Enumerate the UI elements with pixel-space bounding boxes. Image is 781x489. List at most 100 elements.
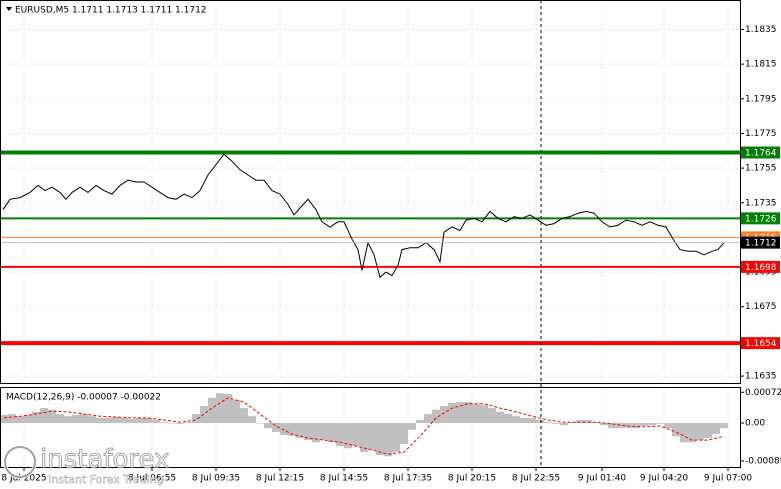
histogram-bar xyxy=(264,423,272,429)
histogram-bar xyxy=(424,414,432,424)
y-tick-label: 1.1815 xyxy=(745,60,777,70)
level-tag-label: 1.1764 xyxy=(745,149,777,159)
y-tick-label: 1.1795 xyxy=(745,94,777,104)
watermark: instaforex Instant Forex Trading xyxy=(3,444,170,486)
y-tick-label: 0.00072 xyxy=(745,388,781,398)
x-tick-label: 8 Jul 22:55 xyxy=(512,474,560,484)
histogram-bar xyxy=(456,402,464,424)
histogram-bar xyxy=(112,417,120,424)
histogram-bar xyxy=(240,408,248,424)
level-tag xyxy=(741,260,780,273)
histogram-bar xyxy=(152,420,160,424)
histogram-bar xyxy=(688,423,696,443)
histogram-bar xyxy=(600,423,608,426)
histogram-bar xyxy=(608,423,616,429)
histogram-bar xyxy=(344,423,352,449)
histogram-bar xyxy=(56,414,64,424)
x-tick-label: 9 Jul 04:20 xyxy=(640,474,689,484)
tagline: Instant Forex Trading xyxy=(48,473,164,486)
histogram-bar xyxy=(336,423,344,447)
histogram-bar xyxy=(512,416,520,424)
histogram-bar xyxy=(544,422,552,424)
signal-line xyxy=(3,397,725,455)
histogram-bar xyxy=(40,408,48,424)
histogram-bar xyxy=(408,423,416,430)
histogram-bar xyxy=(712,423,720,435)
histogram-bar xyxy=(272,423,280,432)
histogram-bar xyxy=(280,423,288,435)
x-tick-label: 8 Jul 09:35 xyxy=(192,474,240,484)
histogram-bar xyxy=(680,423,688,443)
histogram-bar xyxy=(168,423,176,424)
level-tag-label: 1.1726 xyxy=(745,214,777,224)
histogram-bar xyxy=(384,423,392,457)
histogram-bar xyxy=(536,420,544,424)
histogram-bar xyxy=(368,423,376,450)
histogram-bar xyxy=(176,423,184,424)
histogram-bar xyxy=(200,405,208,424)
y-tick-label: 1.1835 xyxy=(745,25,777,35)
x-tick-label: 8 Jul 14:55 xyxy=(320,474,368,484)
histogram-bar xyxy=(8,414,16,424)
histogram-bar xyxy=(416,420,424,424)
menu-triangle xyxy=(6,7,12,11)
macd-panel-frame xyxy=(0,387,741,468)
histogram-bar xyxy=(312,423,320,443)
histogram-bar xyxy=(464,402,472,424)
histogram-bar xyxy=(232,399,240,424)
histogram-bar xyxy=(352,423,360,447)
histogram-bar xyxy=(184,422,192,424)
histogram-bar xyxy=(704,423,712,438)
x-tick-label: 8 Jul 06:55 xyxy=(128,474,176,484)
histogram-bar xyxy=(560,423,568,426)
level-tag-label: 1.1698 xyxy=(745,263,777,273)
histogram-bar xyxy=(392,423,400,453)
last-price-label: 1.1712 xyxy=(745,239,777,249)
histogram-bar xyxy=(128,419,136,424)
histogram-bar xyxy=(472,403,480,424)
chart-title: EURUSD,M5 1.1711 1.1713 1.1711 1.1712 xyxy=(15,6,207,16)
level-tag xyxy=(741,212,780,225)
histogram-bar xyxy=(120,417,128,424)
y-tick-label: 1.1675 xyxy=(745,302,777,312)
histogram-bar xyxy=(360,423,368,453)
x-tick-label: 8 Jul 20:15 xyxy=(448,474,496,484)
histogram-bar xyxy=(104,417,112,424)
histogram-bar xyxy=(696,423,704,441)
histogram-bar xyxy=(0,414,8,424)
histogram-bar xyxy=(656,423,664,424)
last-price-tag xyxy=(741,236,780,249)
histogram-bar xyxy=(208,397,216,424)
histogram-bar xyxy=(256,423,264,424)
histogram-bar xyxy=(496,411,504,424)
histogram-bar xyxy=(488,408,496,424)
y-tick-label: 1.1635 xyxy=(745,372,777,382)
x-tick-label: 9 Jul 01:40 xyxy=(578,474,627,484)
level-tag xyxy=(741,337,780,350)
y-tick-label: -0.00089 xyxy=(745,457,781,467)
histogram-bar xyxy=(248,416,256,424)
histogram-bar xyxy=(440,405,448,424)
histogram-bar xyxy=(216,393,224,424)
histogram-bar xyxy=(448,402,456,424)
y-tick-label: 1.1775 xyxy=(745,129,777,139)
histogram-bar xyxy=(640,423,648,427)
level-tag xyxy=(741,146,780,159)
histogram-bar xyxy=(24,414,32,424)
histogram-bar xyxy=(520,417,528,424)
histogram-bar xyxy=(32,411,40,424)
histogram-bar xyxy=(616,423,624,429)
histogram-bar xyxy=(648,423,656,426)
histogram-bar xyxy=(48,409,56,424)
histogram-bar xyxy=(480,405,488,424)
histogram-bar xyxy=(432,409,440,424)
level-tag-label: 1.1654 xyxy=(745,339,777,349)
histogram-bar xyxy=(376,423,384,456)
histogram-bar xyxy=(144,417,152,424)
price-panel-frame xyxy=(0,0,741,384)
histogram-bar xyxy=(632,423,640,429)
logo-ring-inner xyxy=(4,446,36,478)
